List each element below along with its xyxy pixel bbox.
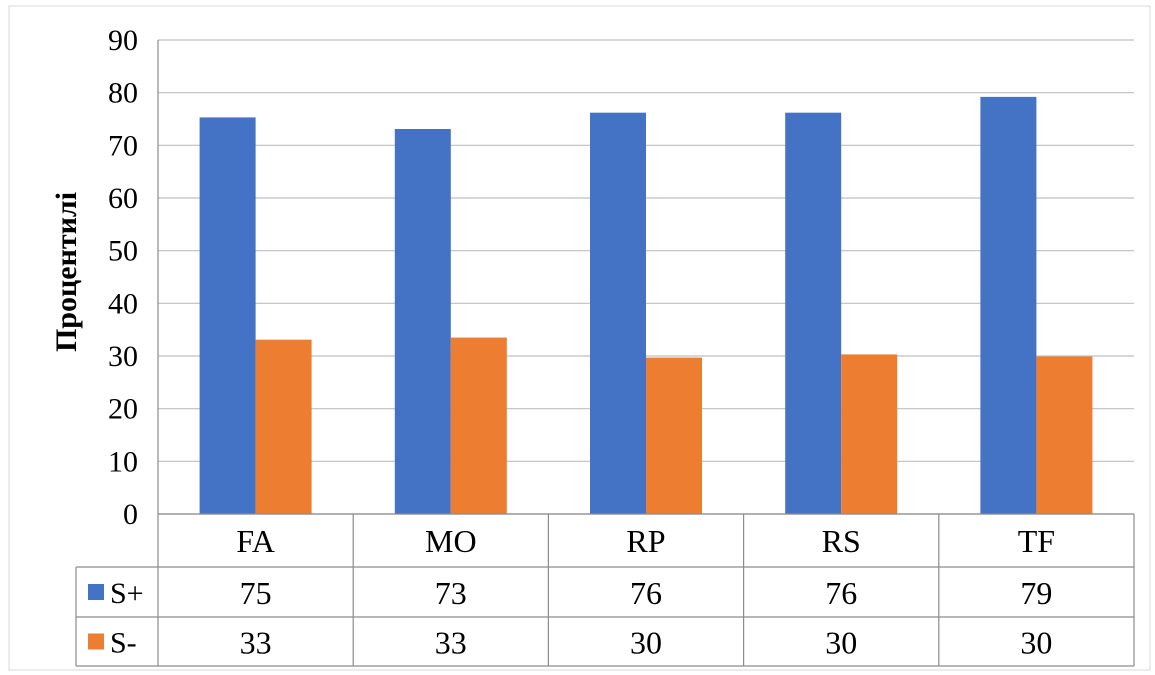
bar-sminus-tf <box>1036 356 1093 514</box>
legend-label: S- <box>110 627 137 660</box>
legend-swatch-splus <box>88 584 104 600</box>
bar-splus-mo <box>394 129 451 515</box>
y-tick-label: 90 <box>108 24 138 57</box>
category-label: RP <box>626 523 665 559</box>
legend-label: S+ <box>110 577 144 610</box>
table-cell: 30 <box>630 625 662 661</box>
y-tick-label: 0 <box>123 498 138 531</box>
y-tick-label: 80 <box>108 77 138 110</box>
y-tick-label: 40 <box>108 287 138 320</box>
table-cell: 79 <box>1020 575 1052 611</box>
y-tick-label: 20 <box>108 393 138 426</box>
bar-sminus-rs <box>841 354 898 514</box>
y-tick-label: 30 <box>108 340 138 373</box>
table-cell: 30 <box>1020 625 1052 661</box>
bars <box>199 96 1093 515</box>
legend-swatch-sminus <box>88 633 104 650</box>
bar-splus-rp <box>590 112 646 515</box>
y-tick-label: 10 <box>108 445 138 478</box>
bar-sminus-rp <box>646 357 702 514</box>
y-tick-label: 60 <box>108 182 138 215</box>
bar-sminus-fa <box>255 339 312 514</box>
y-axis: 0 10 20 30 40 50 60 70 80 90 <box>108 24 138 531</box>
table-cell: 75 <box>240 575 272 611</box>
category-label: MO <box>425 523 477 559</box>
table-cell: 73 <box>435 575 467 611</box>
table-cell: 33 <box>240 625 272 661</box>
y-tick-label: 50 <box>108 235 138 268</box>
bar-sminus-mo <box>450 337 507 514</box>
category-label: FA <box>236 523 275 559</box>
table-cell: 33 <box>435 625 467 661</box>
category-label: RS <box>822 523 861 559</box>
data-table: FA MO RP RS TF S+ 75 73 76 76 79 S- 33 33 30 30 30 <box>75 40 1135 667</box>
bar-splus-tf <box>980 96 1037 514</box>
table-cell: 76 <box>630 575 662 611</box>
table-cell: 76 <box>825 575 857 611</box>
y-axis-label: Процентилі <box>50 192 83 352</box>
y-tick-label: 70 <box>108 129 138 162</box>
bar-splus-fa <box>199 117 256 515</box>
category-label: TF <box>1018 523 1055 559</box>
table-cell: 30 <box>825 625 857 661</box>
bar-splus-rs <box>785 112 842 515</box>
chart-frame <box>8 5 1151 671</box>
